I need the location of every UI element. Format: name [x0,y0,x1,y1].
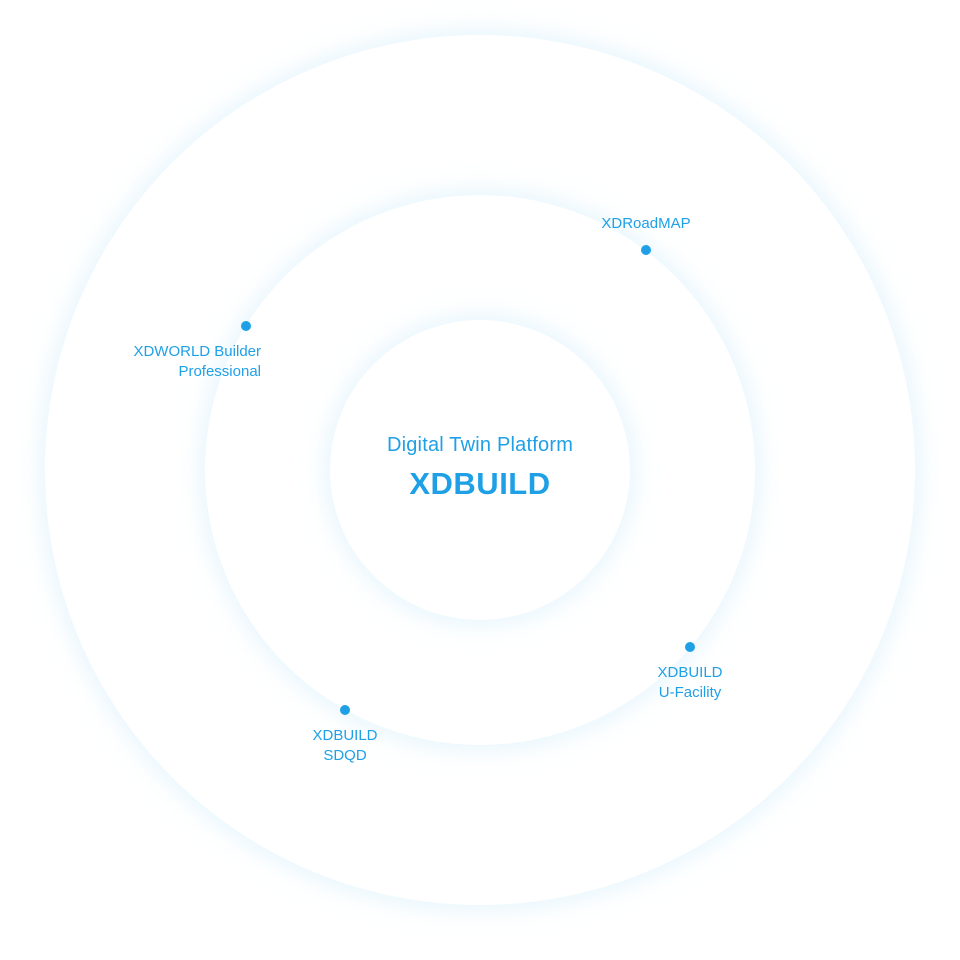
node-label-xdbuild-ufacility: XDBUILD U-Facility [630,663,750,703]
node-label-line: XDRoadMAP [601,215,691,232]
node-label-line: XDWORLD Builder [133,343,261,360]
node-dot-xdworld-builder[interactable] [241,321,251,331]
node-label-line: XDBUILD [657,664,723,681]
node-label-line: Professional [178,363,261,380]
node-label-line: SDQD [323,747,367,764]
node-dot-xdbuild-sdqd[interactable] [340,705,350,715]
node-dot-xdroadmap[interactable] [641,245,651,255]
node-label-xdworld-builder: XDWORLD Builder Professional [100,342,261,382]
node-label-line: XDBUILD [312,727,378,744]
platform-subtitle: Digital Twin Platform [386,434,574,456]
node-label-line: U-Facility [658,684,722,701]
node-label-xdroadmap: XDRoadMAP [580,214,712,234]
inner-ring [330,320,630,620]
node-dot-xdbuild-ufacility[interactable] [685,642,695,652]
node-label-xdbuild-sdqd: XDBUILD SDQD [285,726,405,766]
platform-title: XDBUILD [409,466,551,501]
